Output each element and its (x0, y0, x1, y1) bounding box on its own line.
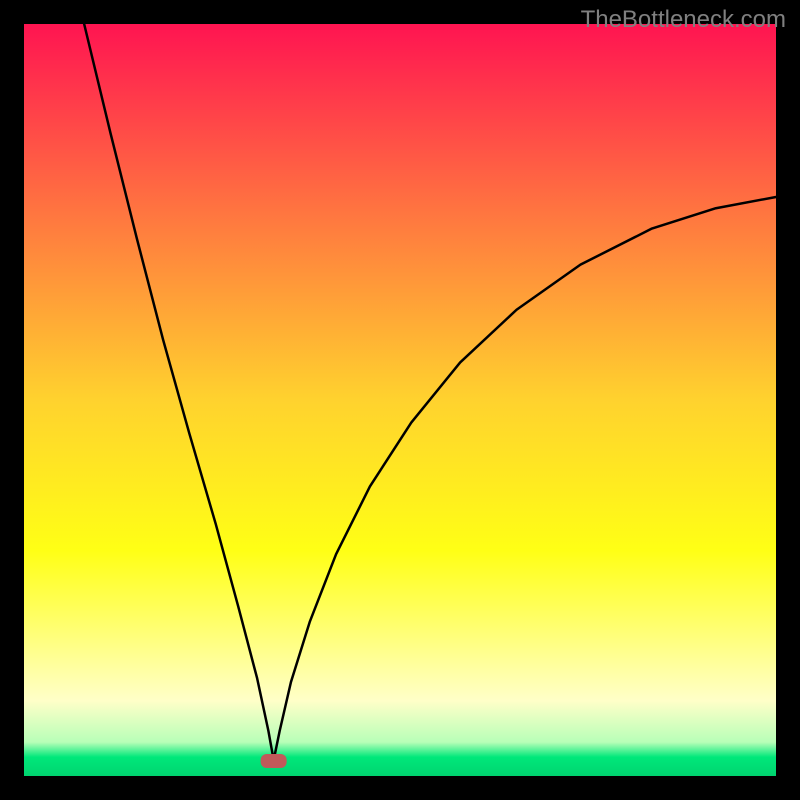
bottleneck-chart: TheBottleneck.com (0, 0, 800, 800)
minimum-marker (261, 754, 287, 768)
watermark-text: TheBottleneck.com (581, 6, 786, 34)
chart-svg (0, 0, 800, 800)
gradient-plot-area (24, 24, 776, 776)
